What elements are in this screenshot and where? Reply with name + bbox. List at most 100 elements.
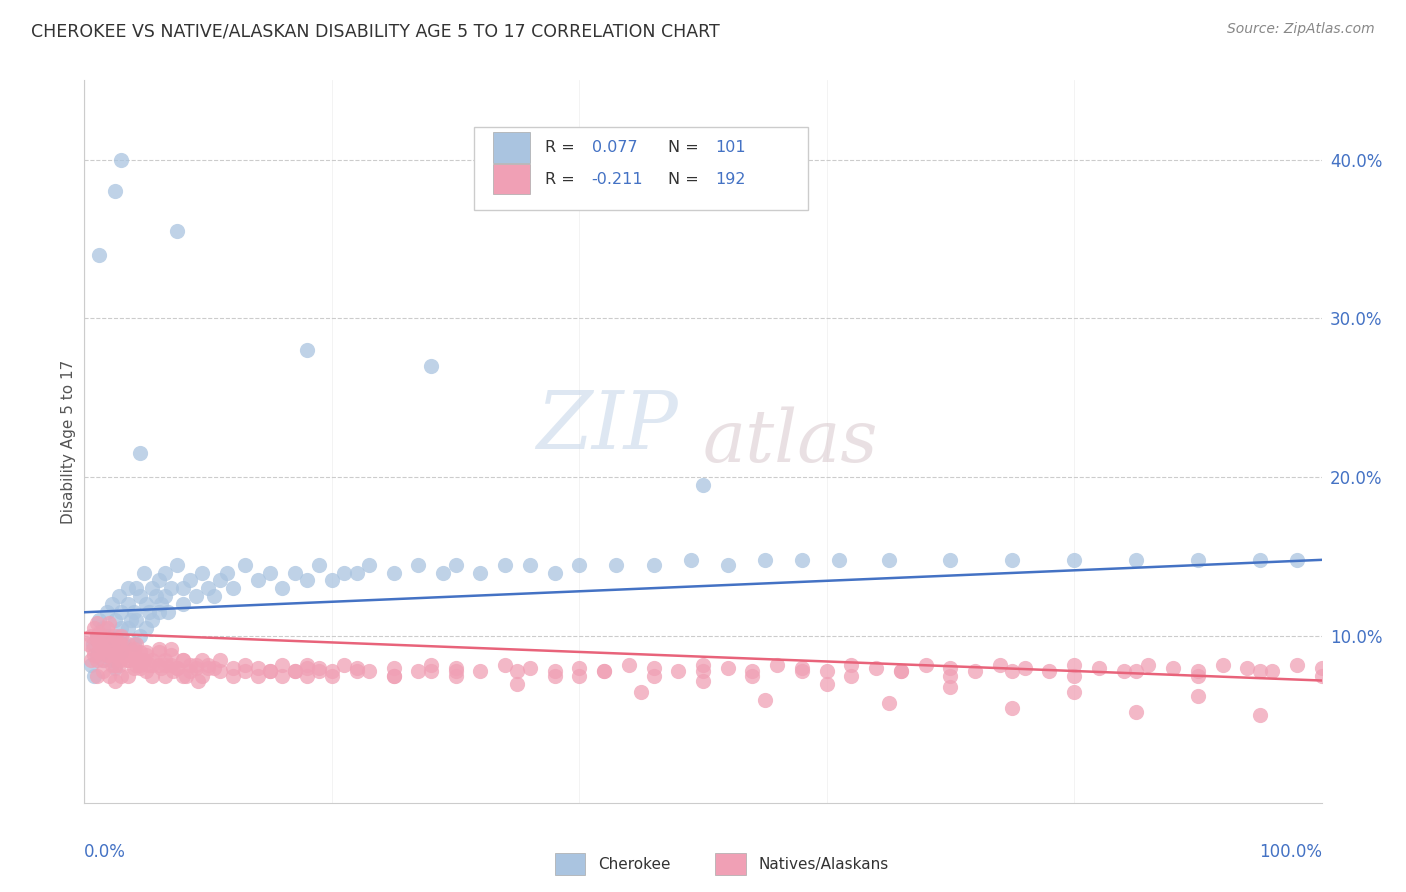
Point	[96, 621, 118, 635]
Point	[1249, 553, 1271, 567]
Point	[86, 616, 108, 631]
Point	[96, 605, 118, 619]
Point	[197, 582, 219, 596]
Point	[129, 590, 152, 604]
Text: Natives/Alaskans: Natives/Alaskans	[759, 856, 889, 871]
Point	[166, 224, 188, 238]
Point	[939, 669, 962, 683]
Point	[1236, 661, 1258, 675]
Text: R =: R =	[544, 172, 579, 186]
Point	[104, 613, 127, 627]
Point	[890, 664, 912, 678]
Point	[86, 669, 108, 683]
Point	[125, 653, 148, 667]
Point	[1125, 553, 1147, 567]
Point	[1310, 661, 1333, 675]
Point	[141, 613, 163, 627]
Point	[1063, 553, 1085, 567]
Point	[166, 661, 188, 675]
Point	[259, 664, 281, 678]
Text: CHEROKEE VS NATIVE/ALASKAN DISABILITY AGE 5 TO 17 CORRELATION CHART: CHEROKEE VS NATIVE/ALASKAN DISABILITY AG…	[31, 22, 720, 40]
Point	[741, 664, 763, 678]
Point	[643, 669, 665, 683]
Point	[160, 582, 183, 596]
Text: 100.0%: 100.0%	[1258, 843, 1322, 861]
Point	[153, 590, 176, 604]
Point	[828, 553, 851, 567]
Point	[506, 664, 529, 678]
Point	[98, 645, 121, 659]
Point	[150, 661, 173, 675]
Point	[1063, 657, 1085, 672]
Point	[1187, 669, 1209, 683]
Point	[191, 566, 214, 580]
Bar	[492, 132, 530, 162]
Point	[1187, 553, 1209, 567]
Point	[593, 664, 616, 678]
Point	[321, 574, 343, 588]
Point	[444, 669, 467, 683]
Point	[179, 664, 201, 678]
Point	[110, 621, 132, 635]
Point	[357, 558, 380, 572]
Text: N =: N =	[668, 140, 704, 155]
Point	[125, 582, 148, 596]
Point	[197, 657, 219, 672]
Point	[166, 558, 188, 572]
Point	[117, 621, 139, 635]
Text: 101: 101	[716, 140, 747, 155]
Point	[172, 582, 194, 596]
Point	[202, 661, 225, 675]
Point	[666, 664, 689, 678]
Point	[117, 653, 139, 667]
Text: -0.211: -0.211	[592, 172, 644, 186]
Point	[120, 613, 142, 627]
Point	[86, 629, 108, 643]
Point	[988, 657, 1011, 672]
Point	[643, 661, 665, 675]
Point	[295, 574, 318, 588]
Point	[877, 553, 900, 567]
Point	[112, 648, 135, 662]
Point	[104, 661, 127, 675]
Point	[100, 657, 122, 672]
Text: N =: N =	[668, 172, 704, 186]
Point	[110, 645, 132, 659]
Point	[122, 645, 145, 659]
Point	[110, 641, 132, 656]
Point	[91, 637, 114, 651]
Point	[865, 661, 887, 675]
Point	[104, 629, 127, 643]
Point	[141, 582, 163, 596]
Point	[129, 661, 152, 675]
Point	[122, 605, 145, 619]
Point	[1125, 706, 1147, 720]
Point	[233, 664, 256, 678]
Point	[346, 661, 368, 675]
Point	[122, 641, 145, 656]
Point	[153, 669, 176, 683]
Point	[150, 597, 173, 611]
Point	[519, 661, 541, 675]
Point	[1285, 657, 1308, 672]
Point	[1249, 664, 1271, 678]
Point	[160, 657, 183, 672]
Point	[494, 558, 516, 572]
Point	[135, 621, 157, 635]
Point	[117, 597, 139, 611]
Point	[129, 645, 152, 659]
Point	[184, 657, 207, 672]
Point	[308, 558, 330, 572]
Point	[419, 664, 441, 678]
Point	[1063, 684, 1085, 698]
Point	[112, 637, 135, 651]
Point	[790, 661, 813, 675]
Point	[174, 669, 197, 683]
Point	[160, 641, 183, 656]
Point	[191, 669, 214, 683]
Point	[141, 669, 163, 683]
Point	[295, 343, 318, 358]
Point	[470, 664, 492, 678]
Point	[939, 680, 962, 694]
Point	[132, 566, 155, 580]
